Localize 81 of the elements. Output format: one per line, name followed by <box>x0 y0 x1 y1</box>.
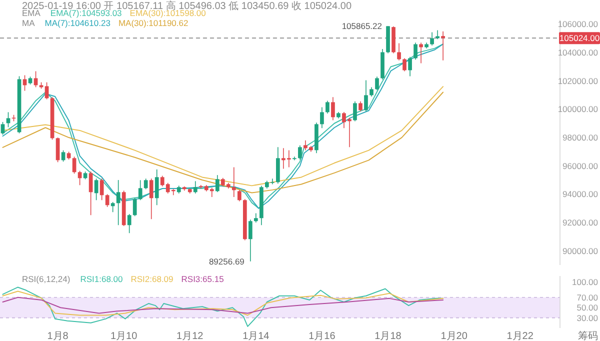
candlestick <box>419 42 423 64</box>
y-tick-label: 96000.00 <box>562 160 598 171</box>
x-tick-label: 1月14 <box>242 331 270 341</box>
text: 筹码 <box>578 330 598 341</box>
candlestick <box>22 74 27 92</box>
candlestick <box>298 144 302 160</box>
candlestick <box>430 32 434 46</box>
candlestick <box>6 112 10 128</box>
text: RSI1:68.00 <box>80 274 124 284</box>
text: MA(7):104610.23 <box>44 18 111 28</box>
x-tick-label: 1月20 <box>440 331 468 341</box>
candlestick <box>232 166 236 198</box>
x-tick-label: 1月10 <box>110 331 138 341</box>
candlestick <box>292 156 296 161</box>
candlestick <box>44 82 49 100</box>
candlestick <box>237 190 242 202</box>
candlestick <box>215 174 220 192</box>
candlestick <box>61 150 66 162</box>
candlestick <box>78 170 82 186</box>
candlestick <box>358 101 362 112</box>
annotation: 89256.69 <box>208 256 245 266</box>
candlestick <box>320 106 324 129</box>
candlestick <box>370 86 374 97</box>
candlestick <box>94 178 98 201</box>
candlestick <box>154 169 159 206</box>
ref-line-label: 105024.00 <box>559 33 600 44</box>
y-tick-label: 106000.00 <box>558 19 598 30</box>
candlestick <box>72 156 76 174</box>
y-tick-label: 102000.00 <box>558 76 598 86</box>
y-tick-label: 100.00 <box>572 277 598 288</box>
y-tick-label: 50.00 <box>576 302 598 313</box>
x-tick-label: 1月18 <box>374 331 402 341</box>
text: EMA(7):104593.03 <box>50 8 122 18</box>
candlestick <box>88 171 93 216</box>
candlestick <box>364 80 368 112</box>
candlestick <box>331 96 335 121</box>
annotation: MA <box>22 18 36 28</box>
candlestick <box>144 178 148 190</box>
candlestick <box>248 219 252 262</box>
text: MA(30):101190.62 <box>118 18 188 28</box>
y-tick-label: 100000.00 <box>558 104 598 114</box>
y-tick-label: 90000.00 <box>562 246 598 256</box>
candlestick <box>414 42 418 60</box>
candlestick <box>276 146 280 184</box>
x-tick-label: 1月22 <box>506 331 534 341</box>
y-tick-label: 94000.00 <box>562 189 598 200</box>
candlestick <box>441 30 445 61</box>
candlestick <box>105 194 110 208</box>
candlestick <box>254 212 258 223</box>
candlestick <box>127 214 132 234</box>
candlestick <box>436 30 440 40</box>
text: EMA(30):101598.00 <box>130 8 206 18</box>
candlestick <box>110 202 115 213</box>
x-tick-label: 1月16 <box>308 331 336 341</box>
text: EMA <box>22 8 41 18</box>
annotation: 105865.22 <box>342 21 382 32</box>
candlestick <box>375 76 379 90</box>
candlestick <box>56 137 60 163</box>
text: RSI3:65.15 <box>181 274 224 284</box>
candlestick <box>353 101 357 122</box>
candlestick <box>397 42 401 61</box>
candlestick <box>402 58 406 72</box>
candlestick <box>326 100 330 114</box>
y-tick-label: 30.00 <box>576 312 598 323</box>
x-tick-label: 1月8 <box>47 331 69 341</box>
y-tick-label: 98000.00 <box>562 132 598 143</box>
x-tick-label: 1月12 <box>176 331 204 341</box>
candlestick <box>0 122 5 136</box>
candlestick <box>138 180 142 201</box>
text: RSI2:68.09 <box>130 274 174 284</box>
legend-title: RSI(6,12,24) <box>22 274 70 284</box>
candlestick <box>100 178 104 201</box>
y-tick-label: 104000.00 <box>558 48 598 58</box>
y-tick-label: 92000.00 <box>562 218 598 228</box>
candlestick <box>116 180 120 226</box>
candlestick <box>408 56 412 77</box>
candlestick <box>149 178 154 220</box>
y-tick-label: 70.00 <box>576 292 598 302</box>
candlestick <box>34 70 38 88</box>
candlestick <box>132 197 137 217</box>
candlestick <box>193 180 198 194</box>
